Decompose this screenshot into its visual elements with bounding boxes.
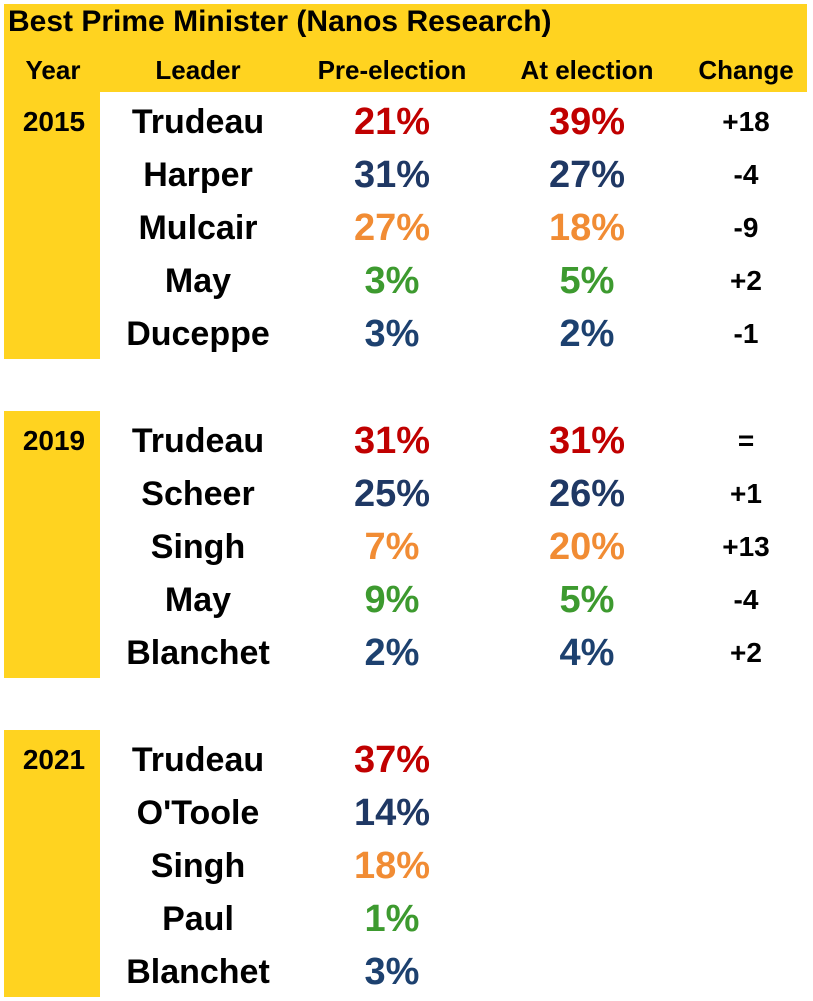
year-band-2019 <box>4 411 100 678</box>
column-header-change: Change <box>698 55 794 85</box>
leader-name: Harper <box>143 156 253 194</box>
change-value: -9 <box>733 212 759 243</box>
leader-name: Trudeau <box>131 741 265 779</box>
at-election-value: 18% <box>548 207 626 249</box>
change-value: +2 <box>730 637 762 668</box>
change-value: = <box>737 425 755 456</box>
pre-election-value: 37% <box>353 739 431 781</box>
pre-election-value: 3% <box>364 313 420 355</box>
leader-name: Blanchet <box>126 953 270 991</box>
leader-name: May <box>164 581 232 619</box>
at-election-value: 5% <box>559 579 615 621</box>
at-election-value: 31% <box>548 420 626 462</box>
pre-election-value: 3% <box>364 951 420 993</box>
pre-election-value: 1% <box>364 898 420 940</box>
at-election-value: 39% <box>548 101 626 143</box>
leader-name: Duceppe <box>126 315 270 353</box>
year-label: 2019 <box>22 425 86 456</box>
year-label: 2021 <box>22 744 86 775</box>
change-value: +2 <box>730 265 762 296</box>
pre-election-value: 18% <box>353 845 431 887</box>
leader-name: Mulcair <box>138 209 258 247</box>
pre-election-value: 25% <box>353 473 431 515</box>
pre-election-value: 31% <box>353 420 431 462</box>
pre-election-value: 2% <box>364 632 420 674</box>
at-election-value: 5% <box>559 260 615 302</box>
year-band-2021 <box>4 730 100 997</box>
change-value: +1 <box>730 478 762 509</box>
leader-name: Singh <box>150 847 246 885</box>
change-value: -1 <box>733 318 759 349</box>
leader-name: Trudeau <box>131 422 265 460</box>
leader-name: Singh <box>150 528 246 566</box>
leader-name: Paul <box>162 900 234 938</box>
at-election-value: 26% <box>548 473 626 515</box>
column-header-year: Year <box>25 55 81 85</box>
change-value: +18 <box>722 106 770 137</box>
column-header-pre-election: Pre-election <box>317 55 467 85</box>
change-value: -4 <box>733 584 759 615</box>
pre-election-value: 31% <box>353 154 431 196</box>
at-election-value: 4% <box>559 632 615 674</box>
column-header-leader: Leader <box>155 55 241 85</box>
at-election-value: 27% <box>548 154 626 196</box>
column-header-at-election: At election <box>520 55 654 85</box>
year-band-2015 <box>4 92 100 359</box>
header-band <box>4 4 807 92</box>
pre-election-value: 3% <box>364 260 420 302</box>
year-label: 2015 <box>22 106 86 137</box>
pre-election-value: 9% <box>364 579 420 621</box>
leader-name: May <box>164 262 232 300</box>
change-value: +13 <box>722 531 770 562</box>
leader-name: Scheer <box>141 475 255 513</box>
pre-election-value: 14% <box>353 792 431 834</box>
table-title: Best Prime Minister (Nanos Research) <box>8 5 552 38</box>
at-election-value: 2% <box>559 313 615 355</box>
leader-name: Blanchet <box>126 634 270 672</box>
change-value: -4 <box>733 159 759 190</box>
leader-name: Trudeau <box>131 103 265 141</box>
pre-election-value: 7% <box>364 526 420 568</box>
pre-election-value: 21% <box>353 101 431 143</box>
at-election-value: 20% <box>548 526 626 568</box>
leader-name: O'Toole <box>136 794 260 832</box>
pre-election-value: 27% <box>353 207 431 249</box>
